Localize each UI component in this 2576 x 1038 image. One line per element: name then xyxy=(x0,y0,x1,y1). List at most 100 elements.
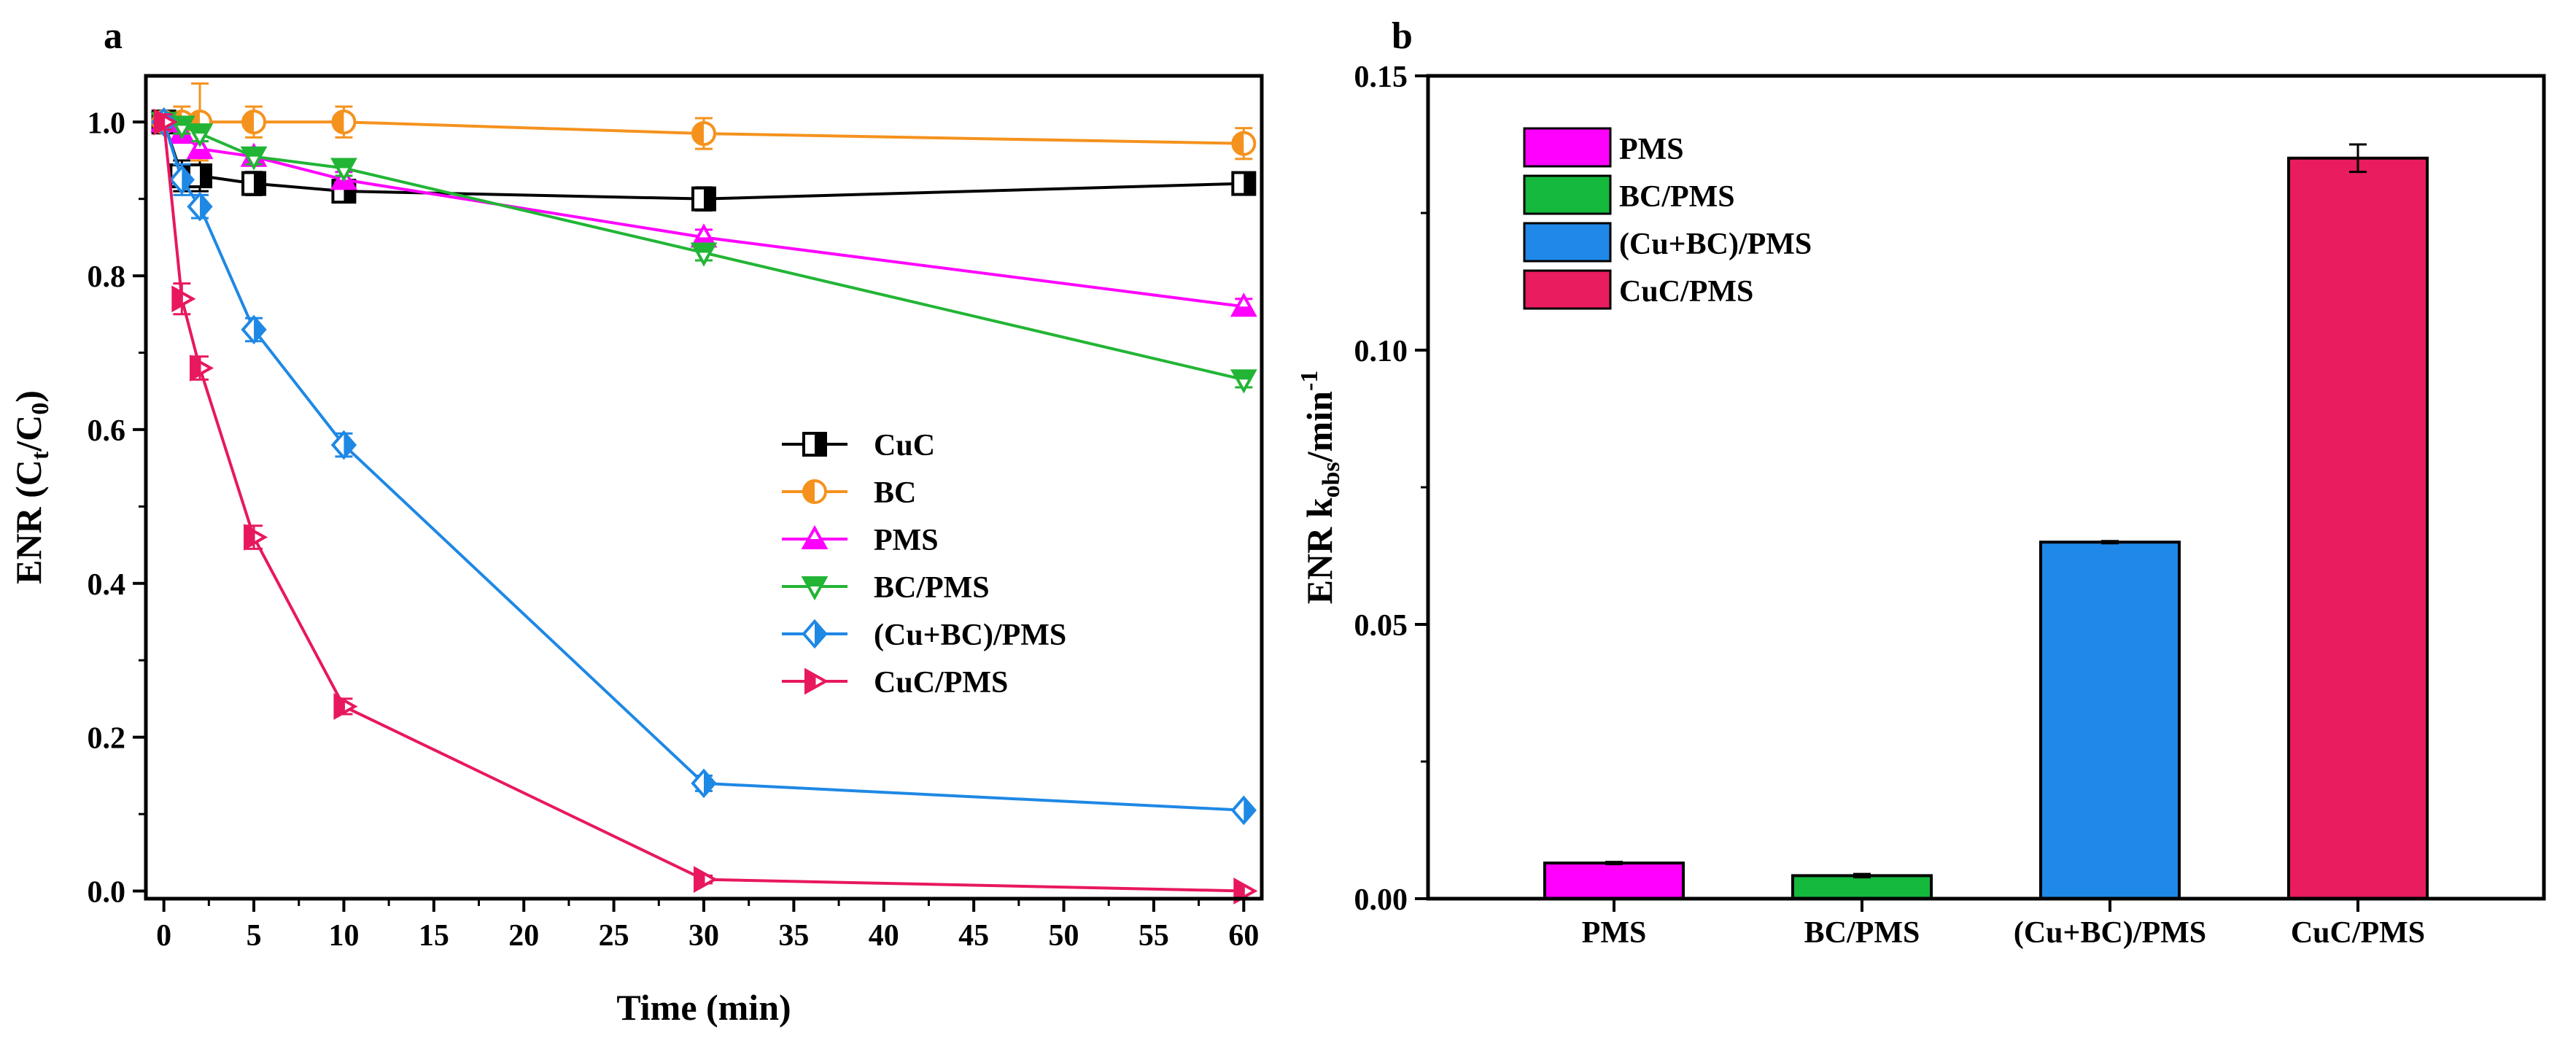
legend-marker-BC/PMS-fill xyxy=(804,578,826,586)
panel-a-x-tick-label: 35 xyxy=(778,919,809,953)
data-point-BC-fill xyxy=(243,111,255,133)
data-point-CuC/PMS xyxy=(1233,878,1258,905)
data-point-CuC/PMS xyxy=(333,693,358,720)
data-point-BC xyxy=(241,109,267,135)
panel-a-x-axis-label: Time (min) xyxy=(616,987,791,1028)
data-point-BC/PMS xyxy=(240,146,268,171)
data-point-BC/PMS-fill xyxy=(189,125,212,134)
data-point-BC/PMS-fill xyxy=(693,244,715,253)
data-point-CuC/PMS xyxy=(171,285,196,313)
panel-a-ticks: 0 5 10 15 20 25 30 35 40 45 50 55 60 0.0 0.2 0.4 0.6 0.8 1… xyxy=(88,106,1260,953)
data-point-CuC/PMS-fill xyxy=(173,287,183,310)
data-point-CuC-fill xyxy=(1244,172,1255,195)
panel-a-x-tick-label: 50 xyxy=(1049,919,1079,953)
data-point-BC/PMS xyxy=(690,242,718,267)
data-point-PMS xyxy=(330,166,357,190)
data-point-CuC xyxy=(691,186,716,212)
data-point-BC/PMS xyxy=(330,158,357,182)
panel-b-ylabel-sub: obs xyxy=(1318,462,1345,497)
data-point-CuC-fill xyxy=(704,187,715,210)
panel-b-y-tick-label: 0.15 xyxy=(1354,61,1408,94)
data-point-CuC xyxy=(187,163,213,189)
data-point-BC/PMS-fill xyxy=(243,147,265,157)
panel-a-y-tick-label: 0.2 xyxy=(88,722,126,756)
data-point-BC/PMS xyxy=(1230,369,1257,394)
data-point-CuC xyxy=(241,171,267,196)
data-point-(Cu+BC)/PMS-fill xyxy=(344,432,355,458)
data-point-CuC/PMS xyxy=(153,108,178,136)
bar-PMS xyxy=(1543,861,1685,900)
data-point-CuC/PMS-fill xyxy=(1235,880,1245,902)
panel-b-ylabel-sup: -1 xyxy=(1296,371,1323,391)
panel-a-y-tick-label: 0.8 xyxy=(88,260,126,294)
legend-label-BC: BC xyxy=(874,476,916,510)
legend-marker-CuC/PMS xyxy=(804,667,829,695)
panel-a-x-tick-label: 20 xyxy=(508,919,539,953)
panel-a-ylabel-end: ) xyxy=(8,390,49,403)
data-point-(Cu+BC)/PMS xyxy=(187,191,213,222)
legend-label-CuC/PMS: CuC/PMS xyxy=(874,666,1008,700)
data-point-CuC/PMS-fill xyxy=(155,111,166,133)
bar-CuC/PMS xyxy=(2287,156,2429,901)
data-point-PMS-fill xyxy=(189,149,212,158)
panel-a-y-axis-label: ENR (Ct/C0) xyxy=(8,390,54,584)
data-point-PMS-fill xyxy=(1233,306,1255,316)
data-point-BC-fill xyxy=(693,123,704,145)
legend-label-PMS: PMS xyxy=(874,524,939,557)
panel-a-legend: CuC BC PMS BC/PMS (Cu+BC)/PMS CuC/PMS xyxy=(782,429,1066,700)
legend-label-(Cu+BC)/PMS: (Cu+BC)/PMS xyxy=(874,619,1066,652)
data-point-CuC/PMS xyxy=(694,866,718,894)
legend-marker-CuC xyxy=(802,432,827,457)
panel-a-x-tick-label: 15 xyxy=(419,919,449,953)
panel-a-x-tick-label: 10 xyxy=(328,919,359,953)
data-point-(Cu+BC)/PMS-fill xyxy=(704,770,715,797)
panel-a: a 0 5 10 15 20 25 30 35 40 45 50 55 60 0.0 0.2 0.4 0.6 0.… xyxy=(8,15,1264,1028)
data-point-(Cu+BC)/PMS xyxy=(330,430,357,460)
data-point-(Cu+BC)/PMS-fill xyxy=(1244,797,1255,824)
data-point-BC/PMS-fill xyxy=(333,159,355,169)
panel-b: b 0.00 0.05 0.10 0.15 PMS BC/PMS (Cu+BC)/PMS Cu… xyxy=(1296,15,2546,950)
legend-swatch-(Cu+BC)/PMS xyxy=(1523,222,1612,263)
panel-a-letter: a xyxy=(104,15,123,57)
panel-a-x-tick-label: 60 xyxy=(1228,919,1259,953)
data-point-(Cu+BC)/PMS-fill xyxy=(200,193,212,220)
data-point-PMS xyxy=(186,135,214,160)
data-point-(Cu+BC)/PMS xyxy=(691,768,717,799)
data-point-(Cu+BC)/PMS xyxy=(241,314,267,345)
legend-marker-BC-fill xyxy=(804,481,815,503)
legend-marker-(Cu+BC)/PMS-fill xyxy=(815,621,826,647)
legend-label-BC/PMS: BC/PMS xyxy=(874,571,990,605)
panel-a-x-tick-label: 55 xyxy=(1138,919,1169,953)
panel-b-ylabel-unit: /min xyxy=(1299,391,1340,462)
legend-marker-PMS-fill xyxy=(804,539,826,548)
panel-b-ylabel-part1: ENR k xyxy=(1299,497,1340,604)
panel-b-y-tick-label: 0.05 xyxy=(1354,609,1408,643)
panel-a-ylabel-part1: ENR (C xyxy=(8,460,49,584)
panel-b-legend: PMS BC/PMS (Cu+BC)/PMS CuC/PMS xyxy=(1523,127,1812,310)
data-point-BC xyxy=(331,109,357,135)
panel-b-y-axis-label: ENR kobs/min-1 xyxy=(1296,371,1345,605)
panel-a-plot-content xyxy=(150,82,1258,905)
data-point-CuC/PMS xyxy=(244,524,268,551)
legend-marker-CuC-fill xyxy=(815,433,826,455)
data-point-CuC-fill xyxy=(254,172,265,195)
legend-marker-(Cu+BC)/PMS xyxy=(802,619,828,649)
data-point-PMS xyxy=(1230,293,1257,317)
panel-a-x-tick-label: 45 xyxy=(958,919,989,953)
panel-a-y-tick-label: 0.4 xyxy=(88,568,126,602)
panel-b-plot-content xyxy=(1543,143,2429,901)
data-point-(Cu+BC)/PMS xyxy=(168,165,195,195)
panel-a-ylabel-mid: /C xyxy=(8,415,49,452)
panel-a-x-tick-label: 5 xyxy=(247,919,262,953)
data-point-CuC/PMS-fill xyxy=(245,526,255,549)
panel-a-x-tick-label: 0 xyxy=(156,919,171,953)
data-point-BC-fill xyxy=(333,111,344,133)
panel-a-ylabel-sub2: 0 xyxy=(27,403,54,415)
data-point-CuC/PMS-fill xyxy=(695,868,705,891)
data-point-BC/PMS-fill xyxy=(1233,371,1255,380)
data-point-BC xyxy=(691,121,716,147)
panel-a-x-tick-label: 30 xyxy=(688,919,719,953)
data-point-BC xyxy=(1231,131,1257,156)
legend-label-(Cu+BC)/PMS: (Cu+BC)/PMS xyxy=(1619,228,1812,261)
